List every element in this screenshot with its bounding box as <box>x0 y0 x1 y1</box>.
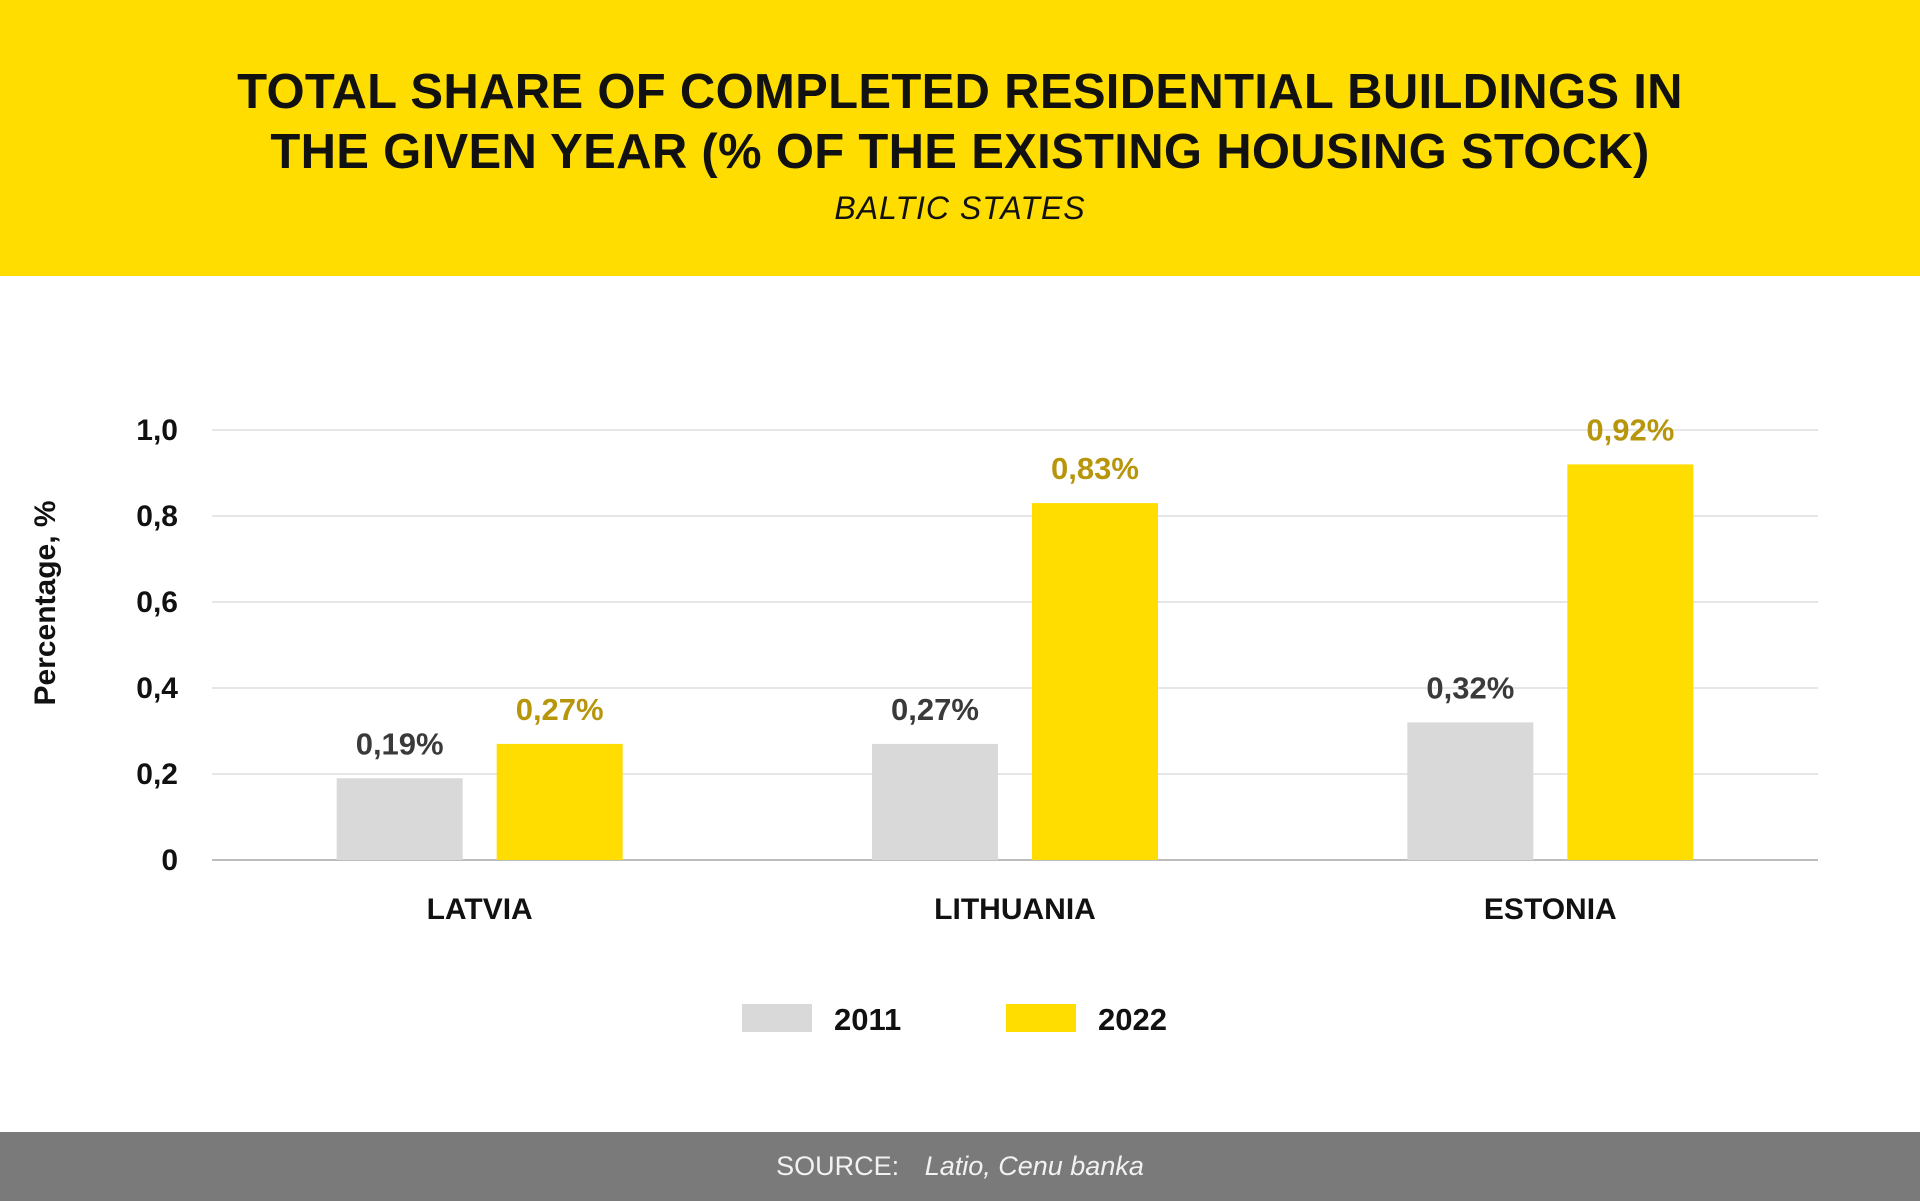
source-footer: SOURCE: Latio, Cenu banka <box>0 1132 1920 1201</box>
source-label: SOURCE: <box>776 1151 900 1181</box>
y-tick-label: 0,6 <box>136 586 178 619</box>
chart-header: TOTAL SHARE OF COMPLETED RESIDENTIAL BUI… <box>0 0 1920 276</box>
y-axis-title: Percentage, % <box>29 500 62 705</box>
chart-title: TOTAL SHARE OF COMPLETED RESIDENTIAL BUI… <box>0 62 1920 182</box>
bar-2022-latvia <box>496 743 623 860</box>
chart-title-line-2: THE GIVEN YEAR (% OF THE EXISTING HOUSIN… <box>270 125 1650 179</box>
data-label: 0,32% <box>1426 670 1514 705</box>
source-value: Latio, Cenu banka <box>924 1151 1144 1181</box>
bar-2022-lithuania <box>1032 503 1158 860</box>
chart-title-line-1: TOTAL SHARE OF COMPLETED RESIDENTIAL BUI… <box>237 65 1683 119</box>
data-label: 0,83% <box>1051 451 1139 486</box>
data-label: 0,27% <box>891 692 979 727</box>
y-tick-label: 0 <box>161 844 178 877</box>
data-label: 0,92% <box>1586 412 1674 447</box>
y-tick-label: 0,8 <box>136 500 178 533</box>
data-label: 0,27% <box>516 692 604 727</box>
legend-label-2011: 2011 <box>834 1002 901 1037</box>
data-label: 0,19% <box>356 726 444 761</box>
chart-subtitle: BALTIC STATES <box>834 190 1086 226</box>
x-tick-label: LITHUANIA <box>934 893 1096 926</box>
bar-2022-estonia <box>1567 464 1694 860</box>
legend-swatch-2011 <box>742 1004 812 1032</box>
bar-2011-estonia <box>1407 722 1534 860</box>
x-tick-label: LATVIA <box>427 893 533 926</box>
y-tick-label: 1,0 <box>136 414 178 447</box>
y-tick-label: 0,2 <box>136 758 178 791</box>
legend-label-2022: 2022 <box>1098 1002 1167 1037</box>
bar-chart: 0 0,2 0,4 0,6 0,8 1,0 Percentage, % 0,19% 0,27% L… <box>29 412 1818 1037</box>
y-tick-label: 0,4 <box>136 672 178 705</box>
legend-swatch-2022 <box>1006 1004 1076 1032</box>
x-tick-label: ESTONIA <box>1484 893 1617 926</box>
bar-2011-lithuania <box>872 743 998 860</box>
bar-2011-latvia <box>336 778 463 860</box>
